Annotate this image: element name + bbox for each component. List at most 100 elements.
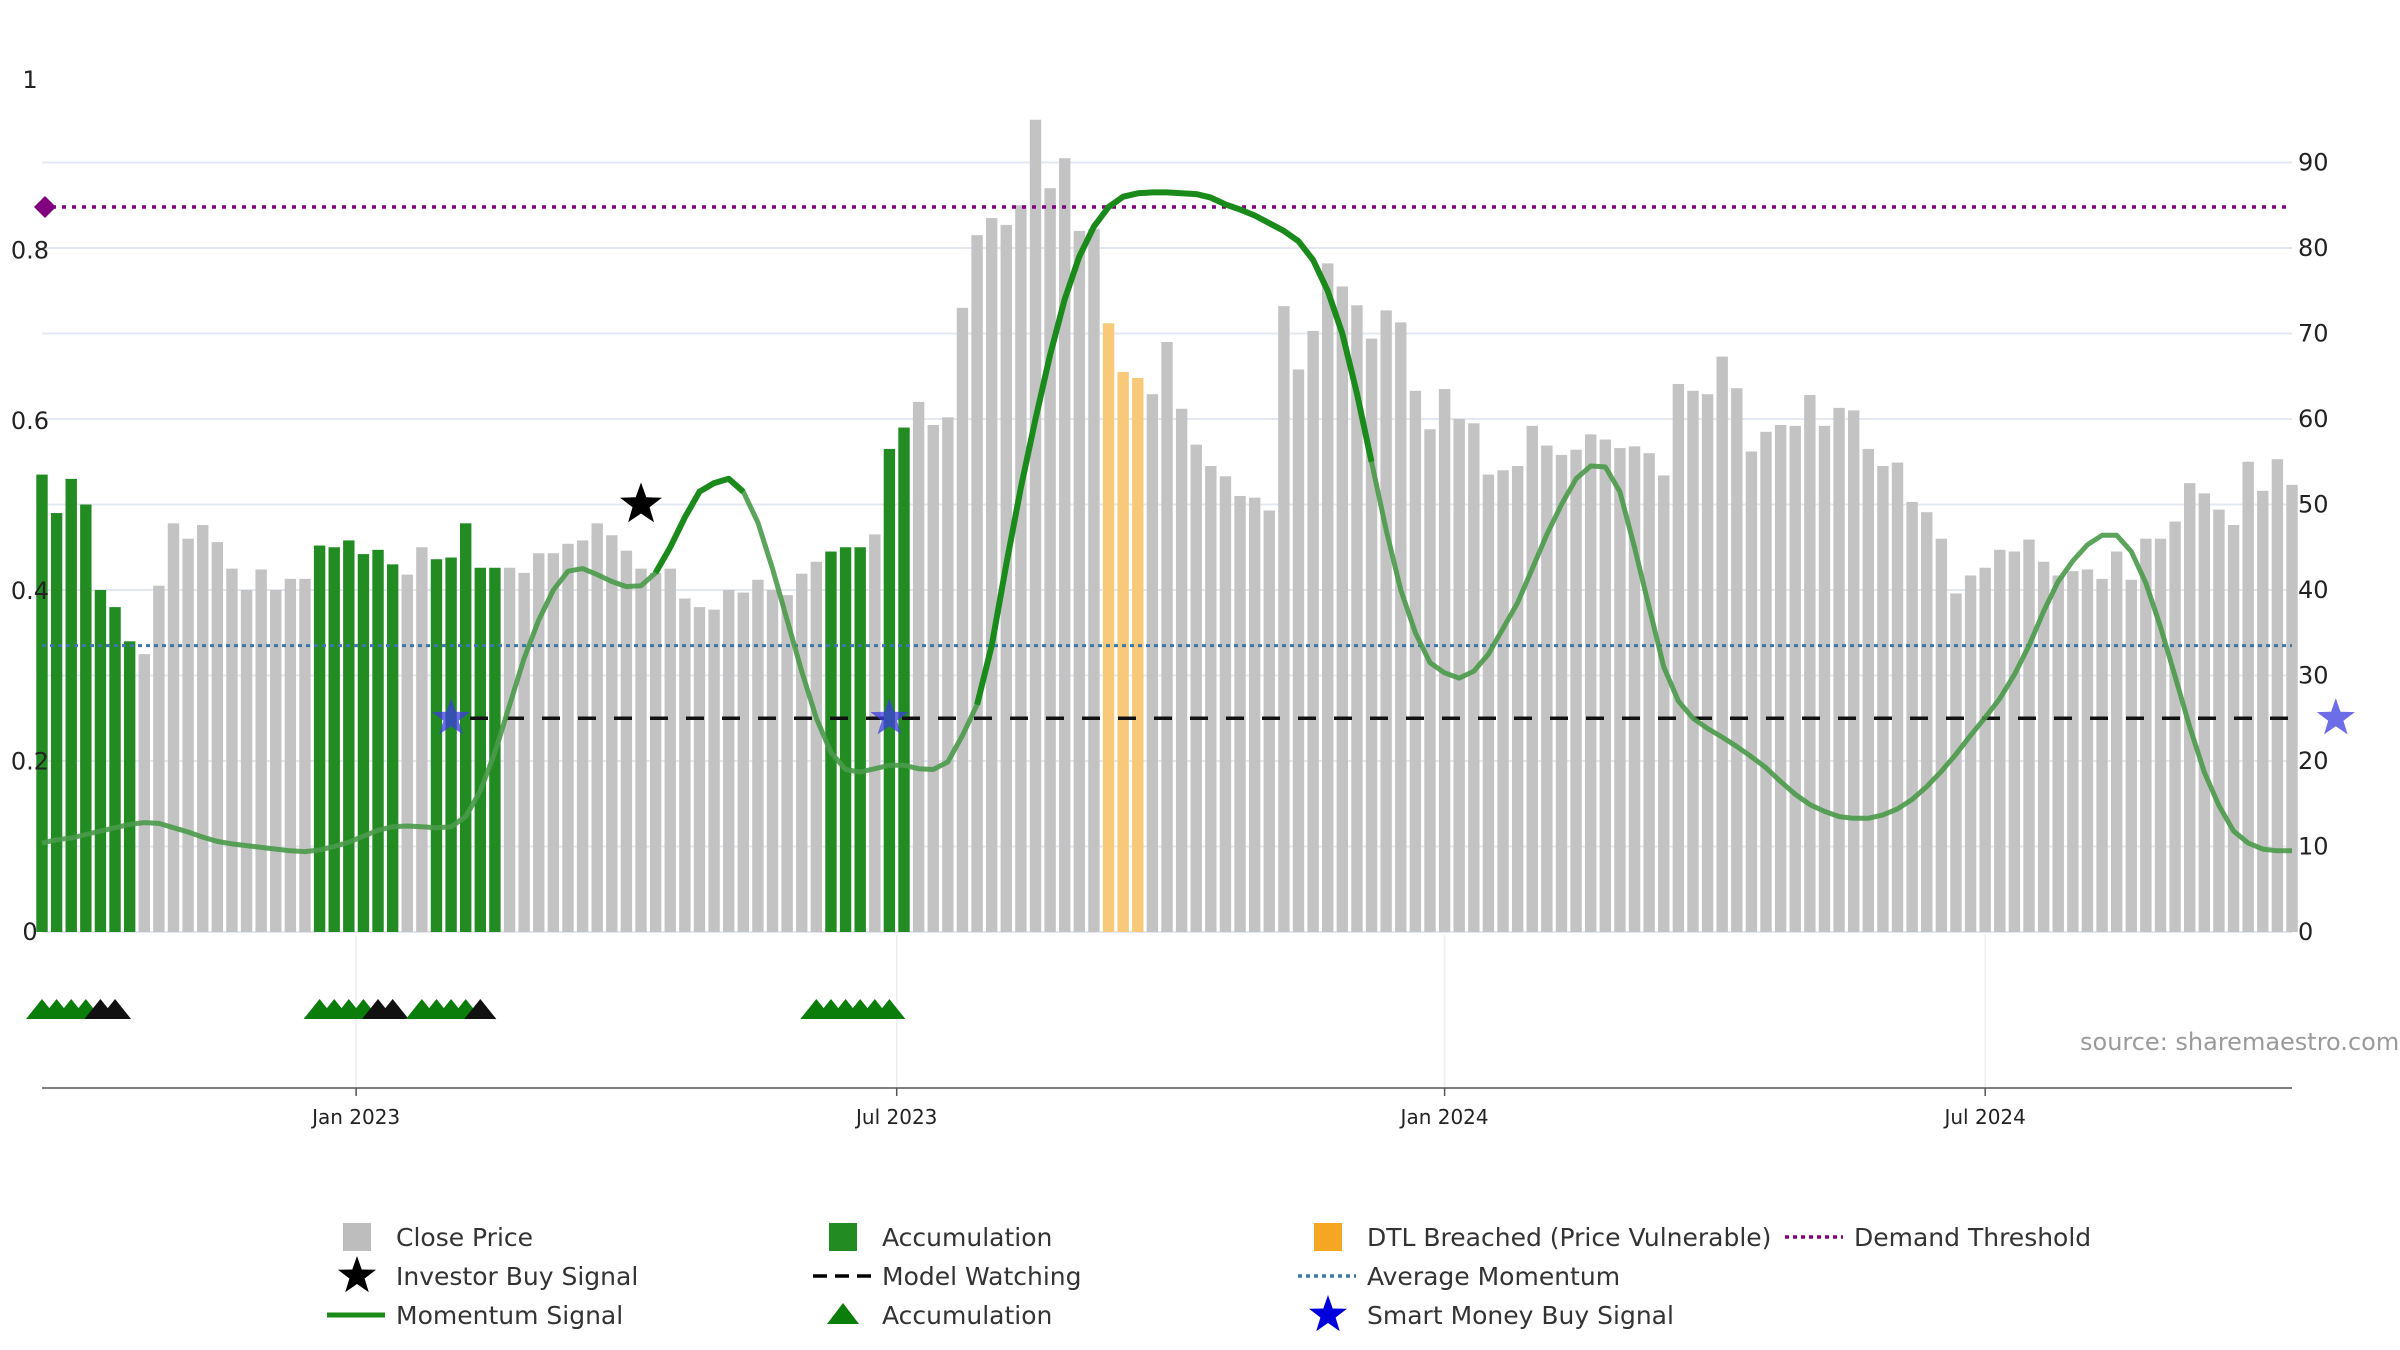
price-bar — [752, 579, 764, 932]
price-bar — [1862, 448, 1874, 932]
price-bar — [445, 557, 457, 932]
price-bar — [1044, 188, 1056, 932]
reference-lines — [34, 195, 2292, 720]
price-bar — [357, 554, 370, 932]
price-bar — [825, 551, 837, 932]
legend-label: Close Price — [396, 1223, 533, 1252]
price-bar — [474, 567, 487, 932]
price-bar — [1102, 323, 1115, 932]
price-bar — [1672, 383, 1685, 932]
price-bar — [2242, 461, 2254, 932]
price-bar — [547, 553, 560, 932]
price-bar — [796, 573, 808, 932]
price-bar — [679, 598, 691, 932]
price-bar — [1175, 408, 1188, 932]
price-bar — [1424, 429, 1436, 932]
legend-item: Demand Threshold — [1785, 1223, 2091, 1252]
legend-item: Model Watching — [813, 1262, 1082, 1291]
price-bar — [898, 427, 910, 932]
legend-label: Average Momentum — [1367, 1262, 1620, 1291]
price-bar — [1964, 575, 1977, 932]
momentum-line-strong — [652, 475, 746, 575]
price-bar — [1278, 306, 1290, 932]
price-bar — [1833, 407, 1845, 932]
price-bar — [1804, 395, 1816, 932]
price-bar — [1585, 434, 1597, 932]
price-bar — [869, 534, 881, 932]
legend-star-icon — [338, 1256, 376, 1293]
price-bar — [2140, 538, 2152, 932]
price-bar — [94, 590, 107, 932]
source-label: source: sharemaestro.com — [2080, 1028, 2399, 1056]
price-bar — [1219, 476, 1232, 932]
legend-item: Accumulation — [827, 1301, 1052, 1330]
price-bar — [1468, 423, 1480, 932]
accumulation-triangle — [464, 999, 497, 1019]
price-bar — [1497, 470, 1509, 932]
price-bar — [2081, 569, 2094, 932]
price-bar — [1482, 474, 1495, 932]
y-left-tick-label: 0.6 — [11, 407, 49, 435]
price-bar — [1877, 466, 1889, 932]
price-bar — [386, 564, 399, 932]
price-bar — [36, 474, 48, 932]
price-bar — [2198, 493, 2211, 932]
price-bar — [956, 307, 969, 933]
x-tick-label: Jul 2024 — [1942, 1105, 2025, 1129]
accumulation-triangle — [99, 999, 132, 1019]
price-bar — [430, 559, 443, 932]
legend-label: Accumulation — [882, 1301, 1052, 1330]
price-bar — [211, 542, 224, 932]
price-bar — [2154, 538, 2167, 932]
price-bar — [1322, 263, 1334, 932]
y-right-tick-label: 80 — [2298, 234, 2329, 262]
price-bar — [1205, 466, 1217, 932]
price-bar — [766, 590, 779, 932]
price-bar — [2271, 459, 2284, 932]
accumulation-triangle — [376, 999, 409, 1019]
smart-money-star — [432, 698, 471, 735]
price-bar — [1701, 394, 1714, 933]
price-bar — [50, 513, 63, 932]
price-bar — [1088, 229, 1100, 932]
legend-star-icon — [1309, 1295, 1347, 1332]
price-bar — [664, 568, 676, 932]
y-right-tick-label: 0 — [2298, 918, 2313, 946]
y-left-tick-label: 0.8 — [11, 236, 49, 264]
price-bar — [313, 545, 326, 932]
price-bar — [460, 523, 472, 932]
price-bar — [2125, 579, 2137, 932]
price-bar — [2023, 539, 2035, 932]
price-bar — [971, 235, 983, 933]
price-bar — [1658, 475, 1670, 932]
legend-swatch — [1314, 1223, 1342, 1251]
legend-triangle-icon — [827, 1303, 859, 1324]
price-bar — [2110, 551, 2123, 932]
price-bar — [416, 547, 428, 932]
price-bar — [1292, 369, 1305, 932]
price-bar — [649, 572, 662, 932]
price-bar — [708, 609, 720, 932]
price-bar — [635, 568, 647, 932]
legend-item: DTL Breached (Price Vulnerable) — [1314, 1223, 1771, 1252]
y-right-tick-label: 60 — [2298, 405, 2329, 433]
legend-label: Momentum Signal — [396, 1301, 623, 1330]
price-bar — [606, 535, 618, 932]
price-bar — [1847, 410, 1860, 932]
legend-item: Close Price — [343, 1223, 533, 1252]
price-bar — [197, 525, 209, 932]
y-left-tick-label: 0 — [22, 918, 37, 946]
price-bar — [1818, 425, 1831, 932]
price-bar — [182, 538, 194, 932]
price-bar — [226, 568, 238, 932]
legend: Close Price Investor Buy Signal Momentum S… — [327, 1223, 2091, 1332]
price-bar — [65, 478, 77, 932]
price-bar — [854, 547, 866, 932]
price-bar — [1628, 446, 1641, 932]
price-bar — [1760, 431, 1772, 932]
price-bar — [1643, 453, 1655, 932]
signal-stars — [432, 482, 2355, 735]
price-bar — [1117, 371, 1129, 933]
price-bar — [1526, 425, 1538, 932]
momentum-line-strong — [974, 189, 1375, 706]
